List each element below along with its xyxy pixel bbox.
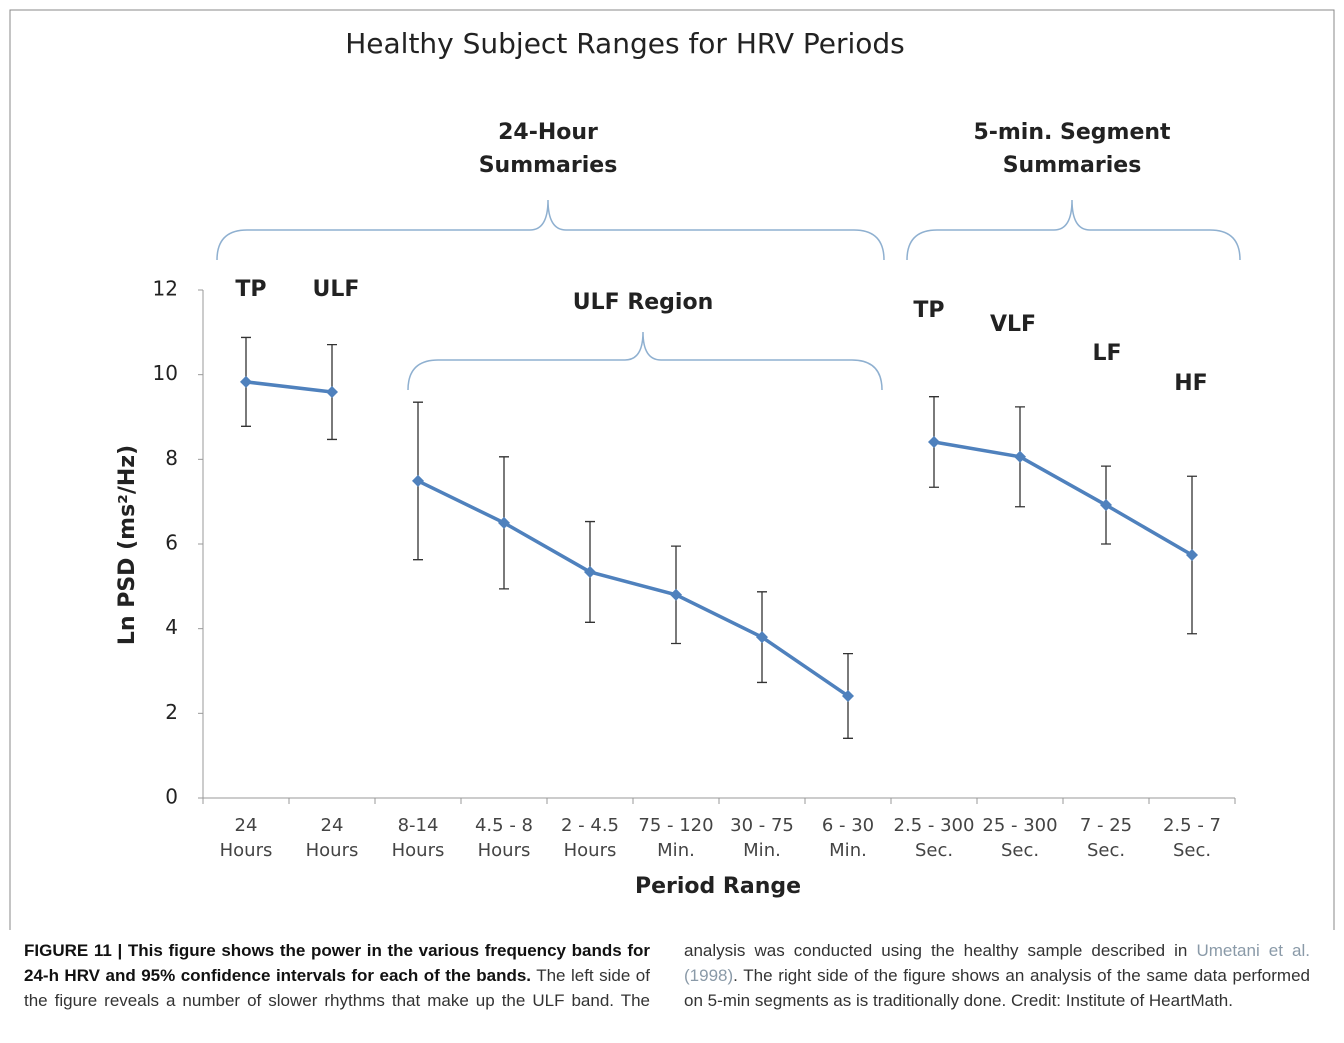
y-tick-label: 0 [165, 785, 178, 809]
marker [240, 375, 252, 388]
annotation: ULF [313, 277, 360, 302]
caption-text: . The right side of the figure shows an … [684, 966, 1310, 1010]
marker [1186, 549, 1198, 562]
brace [407, 331, 883, 391]
x-tick-label: Hours [220, 840, 273, 861]
x-tick-label: Sec. [1173, 840, 1211, 861]
x-tick-label: Min. [743, 840, 781, 861]
marker [1100, 499, 1112, 512]
brace [216, 199, 885, 261]
x-tick-label: 6 - 30 [822, 815, 874, 836]
x-tick-label: 7 - 25 [1080, 815, 1132, 836]
y-tick-label: 2 [165, 700, 178, 724]
x-tick-label: Sec. [1001, 840, 1039, 861]
y-tick-label: 12 [153, 277, 178, 301]
y-tick-label: 8 [165, 446, 178, 470]
annotation: Summaries [479, 153, 618, 178]
y-tick-label: 10 [153, 361, 178, 385]
x-tick-label: 24 [235, 815, 258, 836]
x-tick-label: 75 - 120 [638, 815, 713, 836]
annotation: ULF Region [573, 290, 714, 315]
annotation: LF [1092, 341, 1121, 366]
y-tick-label: 4 [165, 615, 178, 639]
annotation: 5-min. Segment [973, 120, 1171, 145]
brace [906, 199, 1241, 261]
x-tick-label: 24 [321, 815, 344, 836]
line [245, 380, 333, 394]
x-tick-label: 2 - 4.5 [561, 815, 619, 836]
marker [842, 689, 854, 702]
frame [9, 9, 1335, 930]
annotation: HF [1174, 371, 1207, 396]
x-tick-label: Hours [478, 840, 531, 861]
x-tick-label: 30 - 75 [730, 815, 794, 836]
x-tick-label: Sec. [1087, 840, 1125, 861]
annotation: 24-Hour [498, 120, 598, 145]
annotation: Summaries [1003, 153, 1142, 178]
marker [326, 386, 338, 399]
x-tick-label: Min. [829, 840, 867, 861]
marker [412, 474, 424, 487]
y-tick-label: 6 [165, 531, 178, 555]
marker [670, 588, 682, 601]
annotation: TP [235, 277, 266, 302]
y-axis-label: Ln PSD (ms²/Hz) [115, 445, 140, 645]
caption: FIGURE 11 | This figure shows the power … [24, 938, 1310, 1013]
caption-heading: This figure shows the power in the vario… [24, 941, 650, 985]
chart: Healthy Subject Ranges for HRV Periods L… [9, 9, 1335, 930]
x-tick-label: Sec. [915, 840, 953, 861]
marker [584, 565, 596, 578]
x-tick-label: 2.5 - 300 [894, 815, 975, 836]
annotation: TP [913, 298, 944, 323]
x-tick-label: 4.5 - 8 [475, 815, 533, 836]
x-tick-label: 25 - 300 [982, 815, 1057, 836]
caption-text: The left side of the figure reveals a nu… [24, 941, 1188, 1010]
x-axis-label: Period Range [635, 874, 801, 899]
x-tick-label: Hours [306, 840, 359, 861]
x-tick-label: 8-14 [398, 815, 439, 836]
x-tick-label: Hours [564, 840, 617, 861]
caption-label: FIGURE 11 | [24, 941, 123, 960]
caption-link[interactable]: Umetani et al. (1998) [684, 941, 1310, 985]
annotation: VLF [990, 312, 1036, 337]
line [933, 440, 1193, 557]
x-tick-label: 2.5 - 7 [1163, 815, 1221, 836]
chart-title: Healthy Subject Ranges for HRV Periods [345, 27, 905, 60]
marker [756, 631, 768, 644]
x-tick-label: Min. [657, 840, 695, 861]
marker [498, 516, 510, 529]
marker [1014, 450, 1026, 463]
line [417, 479, 849, 698]
x-tick-label: Hours [392, 840, 445, 861]
marker [928, 435, 940, 448]
